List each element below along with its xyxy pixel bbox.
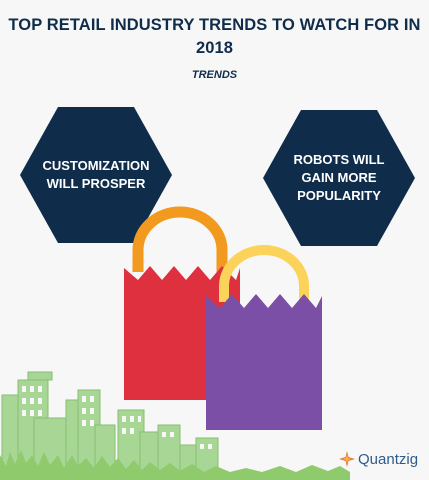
grass-strip bbox=[0, 450, 350, 480]
brand-logo: Quantzig bbox=[339, 449, 418, 469]
building-windows bbox=[22, 386, 212, 449]
page-title: TOP RETAIL INDUSTRY TRENDS TO WATCH FOR … bbox=[8, 16, 421, 57]
trend-label: ROBOTS WILL GAIN MORE POPULARITY bbox=[293, 152, 385, 203]
trend-hexagon-customization: CUSTOMIZATION WILL PROSPER bbox=[20, 107, 172, 243]
trend-label: CUSTOMIZATION WILL PROSPER bbox=[42, 158, 150, 191]
hexagon-shape bbox=[20, 107, 172, 243]
page-subtitle: TRENDS bbox=[191, 69, 238, 81]
trend-hexagon-robots: ROBOTS WILL GAIN MORE POPULARITY bbox=[263, 110, 415, 246]
shopping-bag-purple bbox=[206, 245, 322, 430]
quantzig-star-icon bbox=[339, 451, 355, 467]
hexagon-shape bbox=[263, 110, 415, 246]
brand-logo-text: Quantzig bbox=[358, 450, 419, 468]
